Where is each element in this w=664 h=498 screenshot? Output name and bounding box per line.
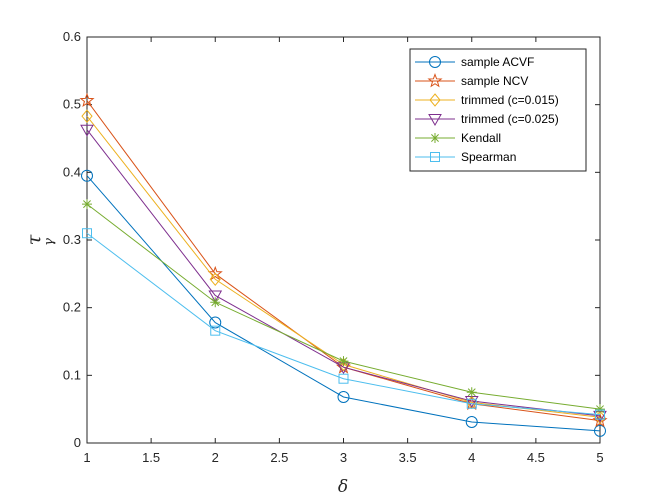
x-tick-label: 2.5 bbox=[270, 450, 288, 465]
data-point bbox=[79, 92, 95, 108]
legend-marker bbox=[429, 56, 441, 68]
x-tick-label: 1.5 bbox=[142, 450, 160, 465]
legend-item: trimmed (c=0.025) bbox=[415, 112, 559, 127]
series-spearman bbox=[82, 228, 605, 420]
legend-item: sample NCV bbox=[415, 73, 528, 88]
legend-marker bbox=[430, 133, 440, 143]
series-line bbox=[86, 129, 601, 417]
legend-label: trimmed (c=0.025) bbox=[461, 112, 559, 126]
legend-marker bbox=[428, 114, 442, 127]
data-point bbox=[209, 272, 221, 287]
x-tick-label: 1 bbox=[83, 450, 90, 465]
series-sample-acvf bbox=[81, 169, 606, 437]
data-point bbox=[82, 228, 92, 239]
data-point bbox=[595, 409, 605, 420]
x-tick-label: 4.5 bbox=[527, 450, 545, 465]
data-point bbox=[208, 290, 223, 303]
legend-item: trimmed (c=0.015) bbox=[415, 93, 559, 107]
data-point bbox=[595, 404, 605, 415]
y-tick-label: 0.2 bbox=[63, 300, 81, 315]
x-tick-label: 3 bbox=[340, 450, 347, 465]
x-tick-label: 2 bbox=[212, 450, 219, 465]
y-tick-label: 0.1 bbox=[63, 367, 81, 382]
data-point bbox=[466, 387, 477, 398]
legend-item: Spearman bbox=[415, 150, 516, 164]
legend-marker bbox=[429, 93, 441, 107]
data-point bbox=[466, 398, 477, 409]
data-point bbox=[594, 424, 606, 437]
data-point bbox=[81, 109, 93, 123]
x-tick-label: 4 bbox=[468, 450, 475, 465]
data-point bbox=[207, 265, 223, 281]
data-point bbox=[338, 356, 349, 367]
data-point bbox=[82, 199, 92, 210]
series-kendall bbox=[82, 199, 605, 415]
x-tick-label: 3.5 bbox=[399, 450, 417, 465]
y-tick-label: 0 bbox=[74, 435, 81, 450]
y-axis-title: τ γ bbox=[23, 234, 57, 246]
legend-label: trimmed (c=0.015) bbox=[461, 93, 559, 107]
data-point bbox=[81, 169, 93, 182]
legend-label: sample NCV bbox=[461, 74, 528, 88]
data-point bbox=[210, 297, 221, 308]
data-point bbox=[465, 416, 478, 429]
legend-label: sample ACVF bbox=[461, 55, 534, 69]
legend-label: Kendall bbox=[461, 131, 501, 145]
legend-label: Spearman bbox=[461, 150, 516, 164]
legend-item: sample ACVF bbox=[415, 55, 534, 69]
y-tick-label: 0.5 bbox=[63, 97, 81, 112]
data-point bbox=[337, 390, 350, 403]
y-tick-label: 0.4 bbox=[63, 164, 81, 179]
series-line bbox=[86, 175, 601, 432]
y-axis-title-sub: γ bbox=[42, 238, 57, 246]
y-axis: 0 0.1 0.2 0.3 0.4 0.5 0.6 bbox=[63, 29, 600, 450]
y-tick-label: 0.6 bbox=[63, 29, 81, 44]
legend-marker bbox=[430, 152, 440, 162]
legend: sample ACVF sample NCV trimmed (c=0.015) tr… bbox=[409, 48, 587, 172]
data-point bbox=[209, 316, 222, 329]
data-point bbox=[80, 124, 94, 137]
legend-marker bbox=[427, 73, 443, 88]
data-point bbox=[338, 373, 349, 384]
y-axis-title-main: τ bbox=[23, 234, 45, 245]
data-point bbox=[210, 325, 221, 336]
series-line bbox=[86, 232, 601, 416]
legend-item: Kendall bbox=[415, 131, 501, 145]
legend-box bbox=[409, 48, 587, 172]
x-axis-title: δ bbox=[338, 477, 348, 497]
x-axis: 1 1.5 2 2.5 3 3.5 4 4.5 5 bbox=[83, 37, 604, 465]
x-tick-label: 5 bbox=[596, 450, 603, 465]
series-layer bbox=[79, 92, 608, 437]
y-tick-label: 0.3 bbox=[63, 232, 81, 247]
